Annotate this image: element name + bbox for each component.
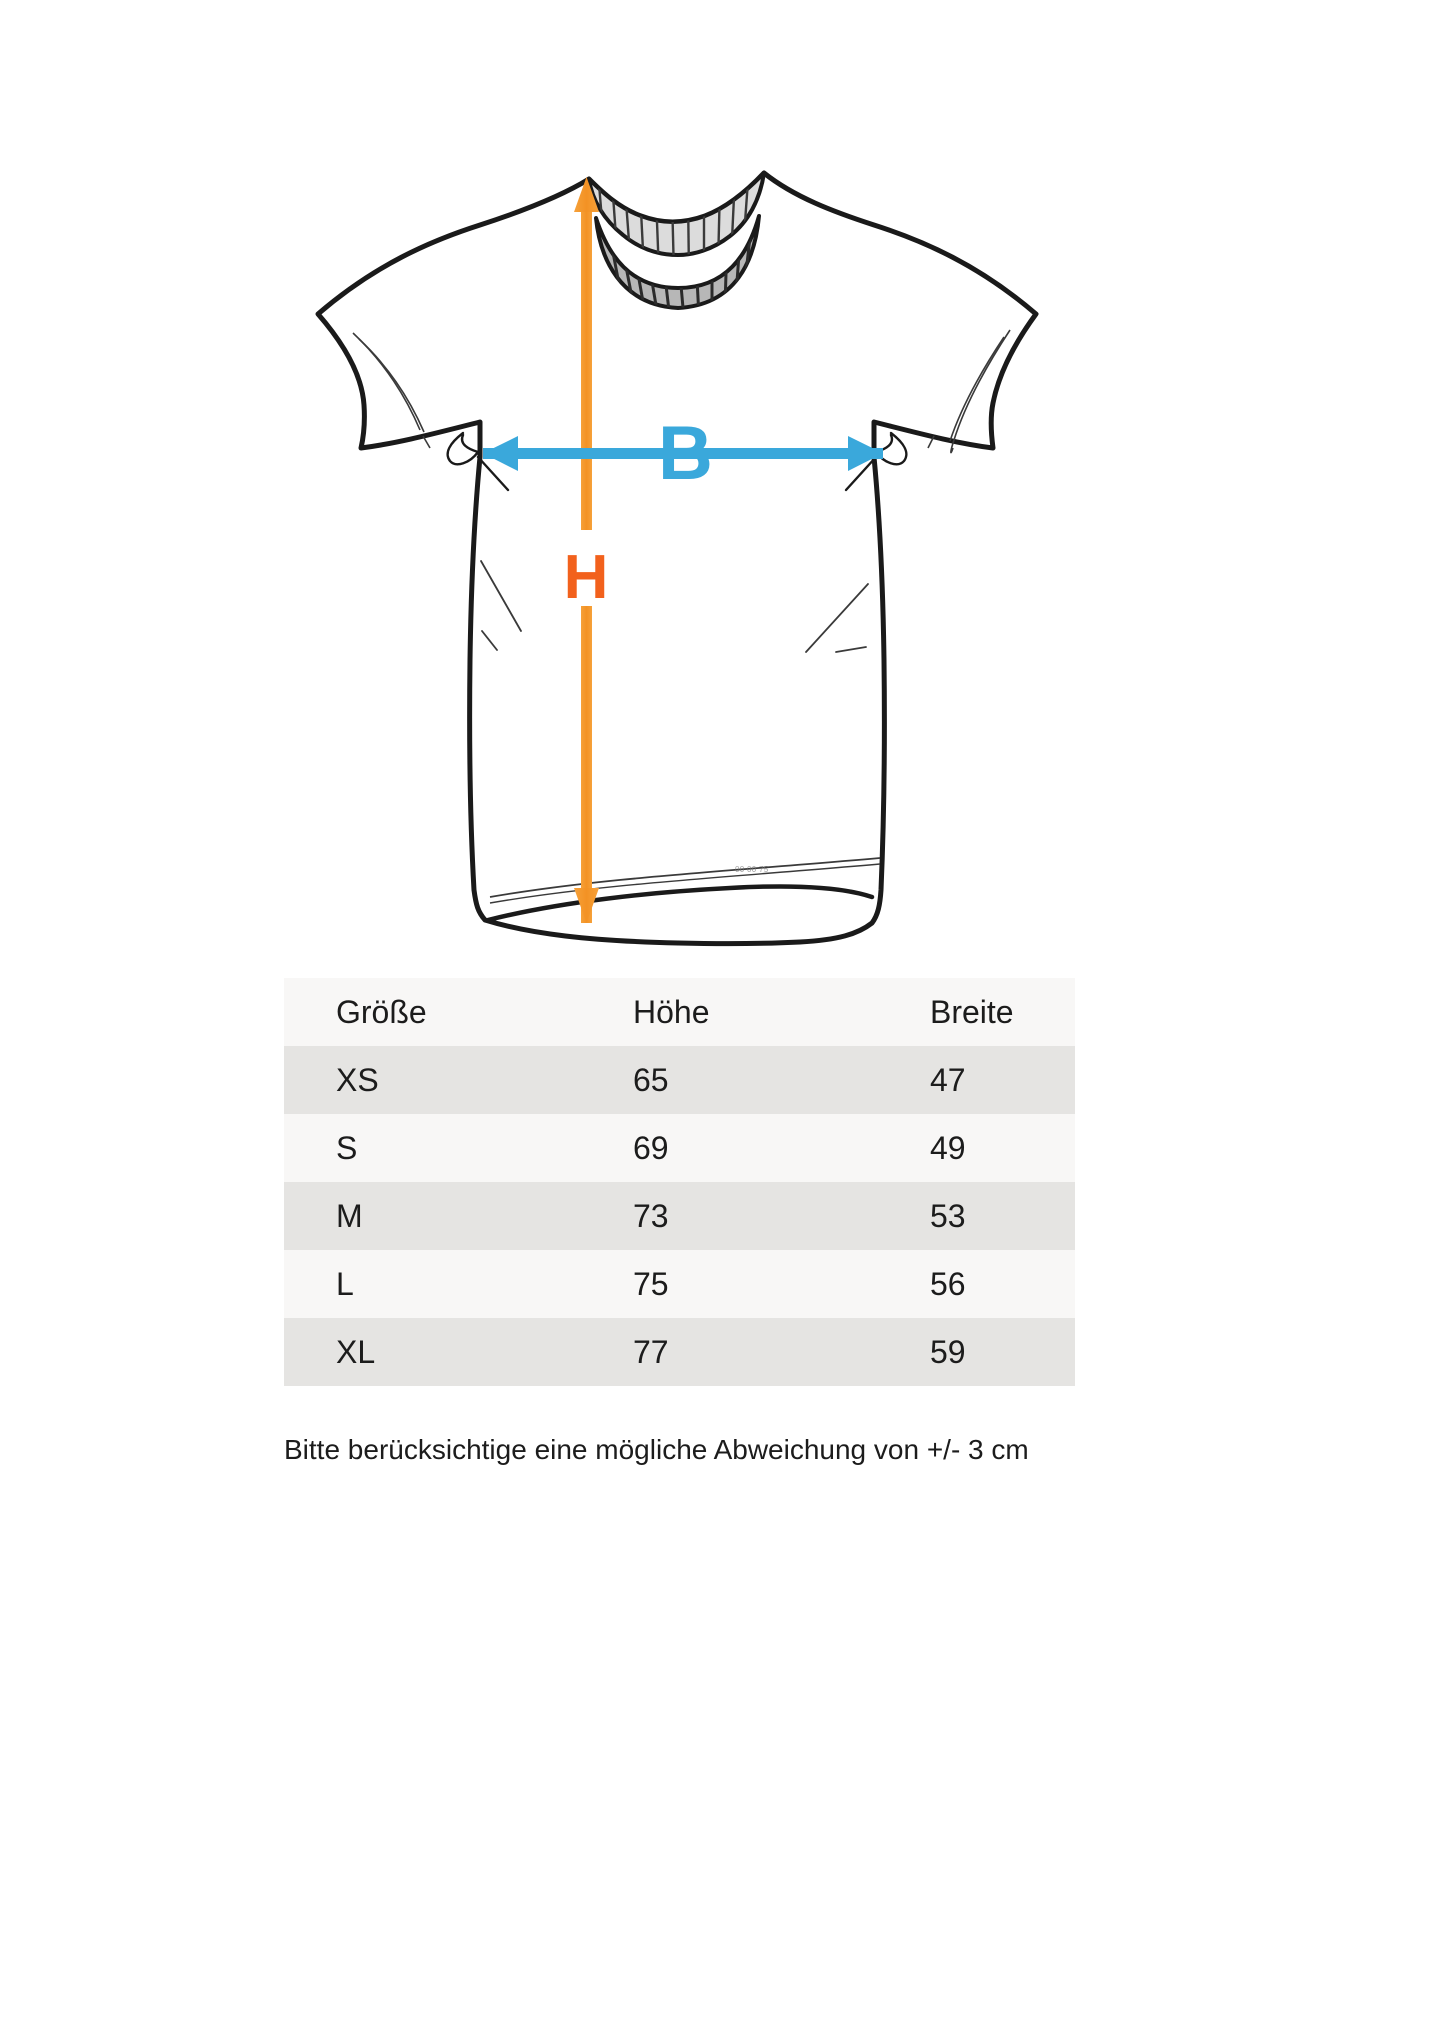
- svg-text:B: B: [658, 411, 713, 496]
- svg-text:H: H: [564, 543, 609, 612]
- svg-text:00 00 75: 00 00 75: [735, 865, 769, 874]
